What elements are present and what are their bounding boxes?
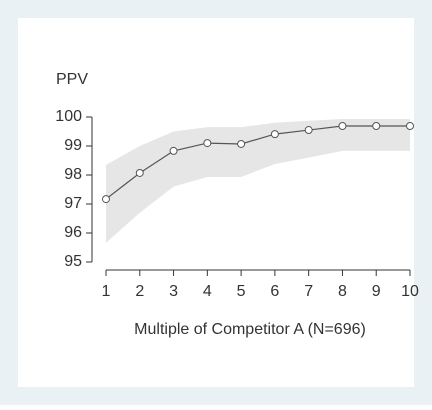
- point: [406, 121, 414, 130]
- point: [102, 195, 110, 204]
- point: [169, 146, 178, 155]
- x-axis-label: Multiple of Competitor A (N=696): [134, 321, 366, 338]
- x-tick-label: 10: [401, 283, 419, 300]
- y-tick-label: 97: [64, 195, 82, 212]
- point: [135, 168, 144, 177]
- point: [237, 139, 246, 148]
- y-tick-label: 95: [64, 253, 82, 270]
- x-tick-label: 1: [102, 283, 111, 300]
- confidence-band: [106, 119, 410, 243]
- y-tick-label: 98: [64, 166, 82, 183]
- x-tick-label: 8: [338, 283, 347, 300]
- y-tick-label: 96: [64, 224, 82, 241]
- point: [203, 139, 212, 148]
- x-tick-label: 7: [304, 283, 313, 300]
- x-tick-label: 5: [237, 283, 246, 300]
- panel: [18, 18, 414, 387]
- series-line: [105, 125, 410, 200]
- x-tick-label: 9: [372, 283, 381, 300]
- point: [304, 126, 313, 135]
- x-tick-label: 6: [270, 283, 279, 300]
- point: [270, 130, 279, 139]
- y-tick-label: 99: [64, 137, 82, 154]
- x-tick-label: 3: [169, 283, 178, 300]
- y-tick-label: 100: [55, 108, 82, 125]
- x-tick-label: 2: [135, 283, 144, 300]
- x-tick-label: 4: [203, 283, 212, 300]
- point: [372, 121, 381, 130]
- y-axis-label: PPV: [56, 71, 88, 88]
- point: [338, 121, 347, 130]
